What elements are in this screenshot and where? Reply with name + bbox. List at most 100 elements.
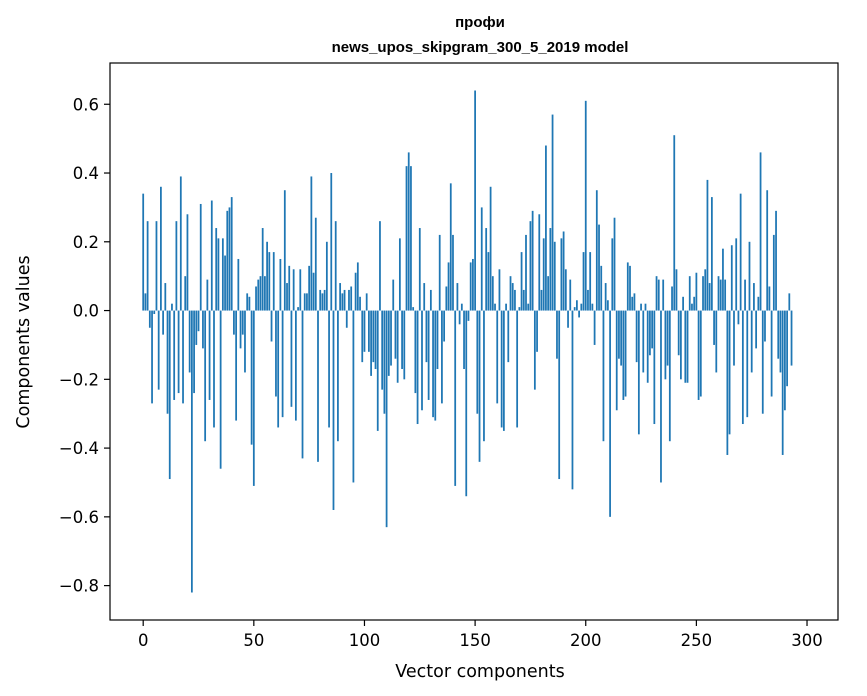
y-tick-label: −0.8	[59, 577, 99, 596]
bar	[553, 241, 556, 311]
bar	[299, 269, 302, 311]
bar	[319, 289, 322, 311]
bar	[301, 310, 304, 459]
bar	[219, 310, 222, 469]
bar	[604, 283, 607, 311]
bar	[445, 286, 448, 311]
bar	[306, 293, 308, 311]
bar	[562, 231, 565, 311]
bar	[615, 310, 618, 411]
bar	[252, 310, 255, 486]
plot-frame	[109, 62, 839, 621]
bar	[186, 214, 189, 311]
bar	[193, 310, 195, 394]
bar	[660, 310, 662, 483]
bar	[560, 238, 563, 311]
bar	[487, 252, 490, 311]
bar	[719, 279, 722, 311]
bar	[472, 258, 474, 311]
bar	[516, 310, 519, 428]
bar	[631, 296, 634, 311]
x-axis-label: Vector components	[395, 662, 564, 682]
bar	[708, 283, 711, 311]
bar	[290, 310, 293, 407]
bar	[452, 234, 454, 311]
x-tick-label: 250	[681, 631, 713, 650]
bar	[385, 310, 388, 528]
bar	[494, 303, 496, 311]
bar	[489, 186, 492, 311]
bar	[529, 221, 532, 311]
bar	[686, 310, 689, 383]
bar	[593, 310, 596, 345]
bar	[775, 210, 777, 311]
bar	[272, 252, 275, 311]
bars-group	[142, 90, 793, 593]
bar	[657, 279, 660, 311]
bar	[558, 310, 561, 480]
bar	[398, 238, 401, 311]
bar	[491, 276, 494, 311]
bar	[155, 221, 158, 311]
x-tick-label: 300	[791, 631, 823, 650]
bar	[518, 307, 521, 311]
bar	[556, 310, 558, 359]
bar	[383, 310, 386, 414]
bar	[412, 307, 415, 311]
x-tick-label: 50	[243, 631, 264, 650]
bar	[505, 303, 507, 311]
bar	[624, 310, 627, 397]
bar	[595, 190, 598, 311]
bar	[334, 221, 337, 311]
bar	[166, 310, 169, 414]
bar	[483, 310, 485, 442]
bar	[644, 303, 647, 311]
bar	[363, 310, 366, 352]
bar	[531, 210, 534, 311]
bar	[292, 269, 295, 311]
bar	[691, 303, 693, 311]
bar	[283, 190, 286, 311]
bar	[204, 310, 207, 442]
bar	[688, 276, 691, 311]
bar	[606, 300, 609, 311]
bar	[744, 279, 746, 311]
y-axis-label: Components values	[14, 255, 34, 428]
bar	[407, 152, 410, 311]
bar	[345, 310, 348, 328]
bar	[314, 217, 317, 311]
bar	[175, 221, 178, 311]
bar	[750, 310, 753, 373]
bar	[626, 262, 629, 311]
bar	[697, 310, 700, 400]
bar	[662, 279, 665, 311]
y-tick-label: −0.2	[59, 370, 99, 389]
bar	[173, 310, 176, 400]
bar	[190, 310, 193, 593]
y-axis-ticks: −0.8 −0.6 −0.4 −0.2 0.0 0.2 0.4 0.6	[59, 95, 110, 596]
bar	[527, 303, 530, 311]
bar	[230, 197, 233, 311]
bar	[514, 289, 516, 311]
bar	[726, 310, 729, 455]
bar	[372, 310, 375, 363]
bar	[427, 310, 430, 400]
bar	[199, 203, 202, 311]
bar	[757, 296, 760, 311]
bar	[728, 310, 731, 435]
bar	[213, 310, 215, 428]
bar	[637, 310, 640, 435]
x-tick-label: 0	[138, 631, 149, 650]
bar	[215, 228, 218, 311]
x-tick-label: 200	[570, 631, 602, 650]
bar	[578, 310, 580, 318]
bar	[330, 173, 333, 311]
bar	[640, 303, 642, 311]
bar	[312, 272, 315, 311]
bar	[153, 310, 156, 314]
y-tick-label: −0.4	[59, 439, 99, 458]
bar	[241, 310, 244, 335]
chart-subtitle: news_upos_skipgram_300_5_2019 model	[332, 39, 629, 56]
bar	[602, 310, 605, 442]
